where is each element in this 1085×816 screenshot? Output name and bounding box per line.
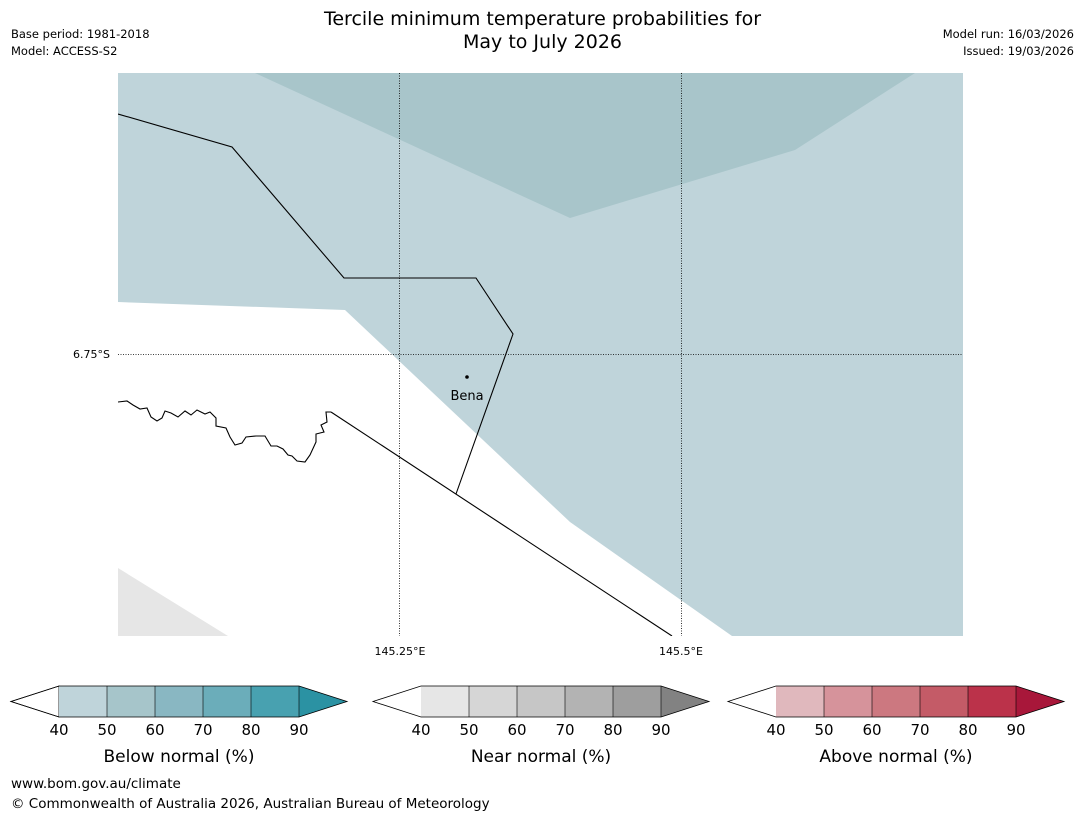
- near-normal-40-50-region: [118, 568, 228, 636]
- meta-left: Base period: 1981-2018 Model: ACCESS-S2: [11, 26, 150, 60]
- cb3-arrow-left: [728, 686, 776, 717]
- lon-label-145-25: 145.25°E: [375, 645, 426, 658]
- cb2-tick-90: 90: [651, 721, 670, 739]
- cb3-outline: [726, 685, 1066, 718]
- lon-label-145-5: 145.5°E: [659, 645, 703, 658]
- cb3-tick-60: 60: [862, 721, 881, 739]
- footer-url: www.bom.gov.au/climate: [11, 776, 181, 792]
- province-border: [118, 113, 514, 495]
- place-label-bena: Bena: [450, 389, 483, 404]
- model-run: Model run: 16/03/2026: [942, 27, 1074, 41]
- cb2-tick-70: 70: [555, 721, 574, 739]
- cb2-bin-60-70: [517, 686, 565, 717]
- title-line-1: Tercile minimum temperature probabilitie…: [323, 8, 762, 30]
- cb1-bin-40-50: [59, 686, 107, 717]
- cb1-tick-40: 40: [49, 721, 68, 739]
- cb2-tick-60: 60: [507, 721, 526, 739]
- cb1-tick-60: 60: [145, 721, 164, 739]
- cb1-tick-50: 50: [97, 721, 116, 739]
- cb1-tick-90: 90: [289, 721, 308, 739]
- below-normal-50-60-region: [255, 73, 915, 218]
- cb2-outline: [371, 685, 711, 718]
- cb1-dividers: [106, 686, 300, 717]
- cb2-tick-40: 40: [411, 721, 430, 739]
- cb2-bin-70-80: [565, 686, 613, 717]
- cb1-title: Below normal (%): [104, 747, 255, 767]
- cb1-bin-70-80: [203, 686, 251, 717]
- cb3-dividers: [823, 686, 1017, 717]
- lat-label-6-75: 6.75°S: [73, 348, 110, 361]
- cb3-tick-40: 40: [766, 721, 785, 739]
- cb3-title: Above normal (%): [819, 747, 972, 767]
- cb1-bin-80-90: [251, 686, 299, 717]
- cb3-tick-80: 80: [958, 721, 977, 739]
- cb2-bin-50-60: [469, 686, 517, 717]
- cb2-dividers: [468, 686, 662, 717]
- cb1-arrow-left: [9, 685, 60, 718]
- colorbar-above-normal: 40 50 60 70 80 90 Above normal (%): [726, 685, 1066, 767]
- cb2-bin-40-50: [421, 686, 469, 717]
- cb1-tick-70: 70: [193, 721, 212, 739]
- cb3-tick-50: 50: [814, 721, 833, 739]
- cb1-bin-50-60: [107, 686, 155, 717]
- model-name: Model: ACCESS-S2: [11, 44, 118, 58]
- province-border-south: [330, 411, 673, 636]
- cb3-tick-90: 90: [1006, 721, 1025, 739]
- cb2-tick-80: 80: [603, 721, 622, 739]
- cb2-arrow-right: [661, 686, 709, 717]
- cb2-bin-80-90: [613, 686, 661, 717]
- cb1-arrow-right: [299, 686, 347, 717]
- cb1-outline: [9, 685, 349, 718]
- meta-right: Model run: 16/03/2026 Issued: 19/03/2026: [943, 26, 1074, 60]
- cb1-tick-80: 80: [241, 721, 260, 739]
- cb2-title: Near normal (%): [471, 747, 611, 767]
- cb3-bin-70-80: [920, 686, 968, 717]
- cb2-tick-50: 50: [459, 721, 478, 739]
- cb3-arrow-right: [1016, 686, 1064, 717]
- cb1-bin-60-70: [155, 686, 203, 717]
- title-line-2: May to July 2026: [463, 31, 622, 53]
- cb3-bin-60-70: [872, 686, 920, 717]
- base-period: Base period: 1981-2018: [11, 27, 150, 41]
- chart-title: Tercile minimum temperature probabilitie…: [0, 8, 1085, 54]
- cb3-bin-40-50: [776, 686, 824, 717]
- cb3-tick-70: 70: [910, 721, 929, 739]
- bena-marker: [465, 375, 469, 379]
- footer: www.bom.gov.au/climate © Commonwealth of…: [11, 774, 490, 814]
- cb2-arrow-left: [373, 686, 421, 717]
- cb3-bin-50-60: [824, 686, 872, 717]
- issued-date: Issued: 19/03/2026: [963, 44, 1074, 58]
- colorbar-below-normal: 40 50 60 70 80 90 Below normal (%): [9, 685, 349, 767]
- cb3-bin-80-90: [968, 686, 1016, 717]
- coastline-border: [118, 400, 331, 463]
- colorbar-near-normal: 40 50 60 70 80 90 Near normal (%): [371, 685, 711, 767]
- map-area: [118, 73, 963, 636]
- footer-copyright: © Commonwealth of Australia 2026, Austra…: [11, 796, 490, 812]
